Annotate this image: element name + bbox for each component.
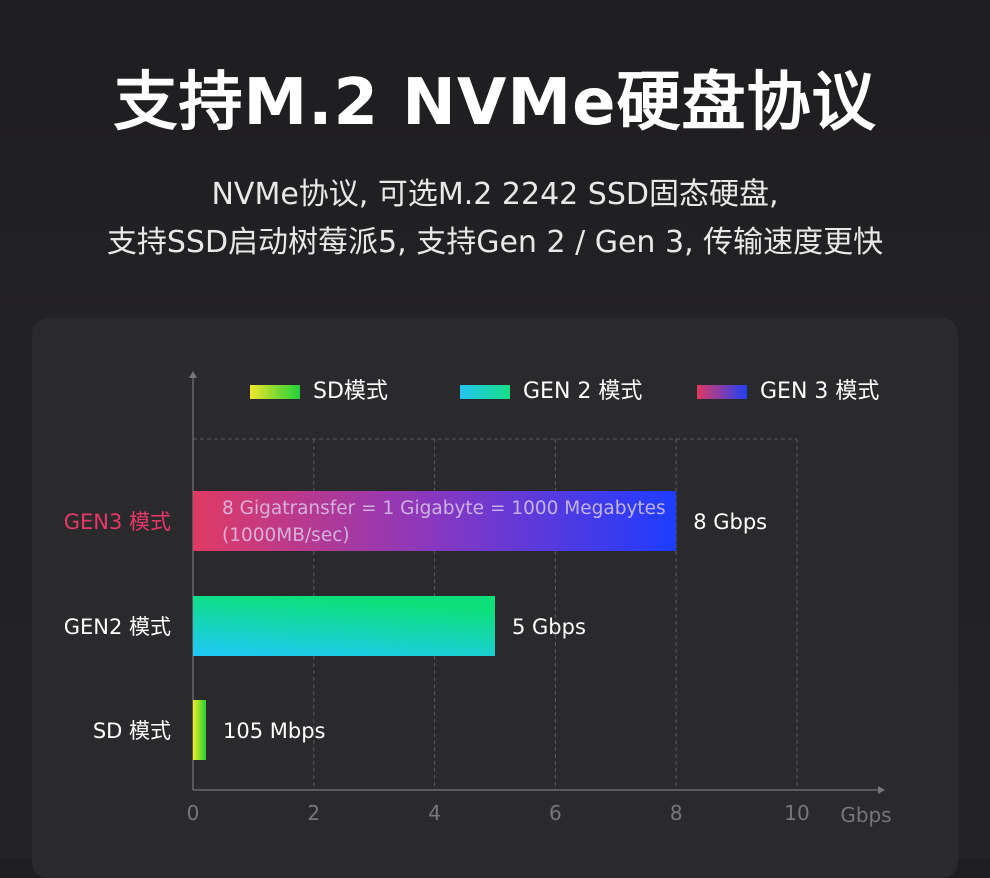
subtitle-line-2: 支持SSD启动树莓派5, 支持Gen 2 / Gen 3, 传输速度更快	[106, 225, 884, 260]
subtitle-line-1: NVMe协议, 可选M.2 2242 SSD固态硬盘,	[211, 177, 779, 212]
legend-swatch	[697, 385, 747, 399]
x-tick-label: 6	[549, 801, 562, 825]
legend-label: GEN 2 模式	[523, 379, 642, 404]
x-tick-label: 2	[307, 801, 320, 825]
x-tick-label: 0	[187, 801, 200, 825]
legend-label: SD模式	[313, 379, 388, 404]
x-tick-label: 8	[670, 801, 683, 825]
bar	[193, 491, 677, 551]
x-axis-arrow	[878, 786, 885, 794]
bar-annotation: 8 Gigatransfer = 1 Gigabyte = 1000 Megab…	[222, 498, 666, 519]
y-axis-arrow	[189, 371, 197, 378]
bar	[193, 700, 206, 760]
category-label: SD 模式	[93, 719, 171, 743]
chart-card: SD模式 GEN 2 模式 GEN 3 模式 0 2 4 6 8 10 Gbps GEN3 模式 8 …	[32, 318, 958, 878]
legend-swatch	[250, 385, 300, 399]
x-axis-label: Gbps	[840, 803, 891, 827]
x-tick-label: 4	[428, 801, 441, 825]
value-label: 8 Gbps	[693, 510, 767, 534]
value-label: 105 Mbps	[223, 719, 325, 743]
bar-annotation: (1000MB/sec)	[222, 525, 350, 546]
legend-label: GEN 3 模式	[760, 379, 879, 404]
category-label: GEN2 模式	[64, 615, 171, 639]
value-label: 5 Gbps	[512, 615, 586, 639]
bar	[193, 596, 495, 656]
category-label: GEN3 模式	[64, 510, 171, 534]
legend-swatch	[460, 385, 510, 399]
page-title: 支持M.2 NVMe硬盘协议	[113, 66, 877, 140]
speed-chart: SD模式 GEN 2 模式 GEN 3 模式 0 2 4 6 8 10 Gbps GEN3 模式 8 …	[64, 371, 892, 827]
x-tick-label: 10	[784, 801, 809, 825]
